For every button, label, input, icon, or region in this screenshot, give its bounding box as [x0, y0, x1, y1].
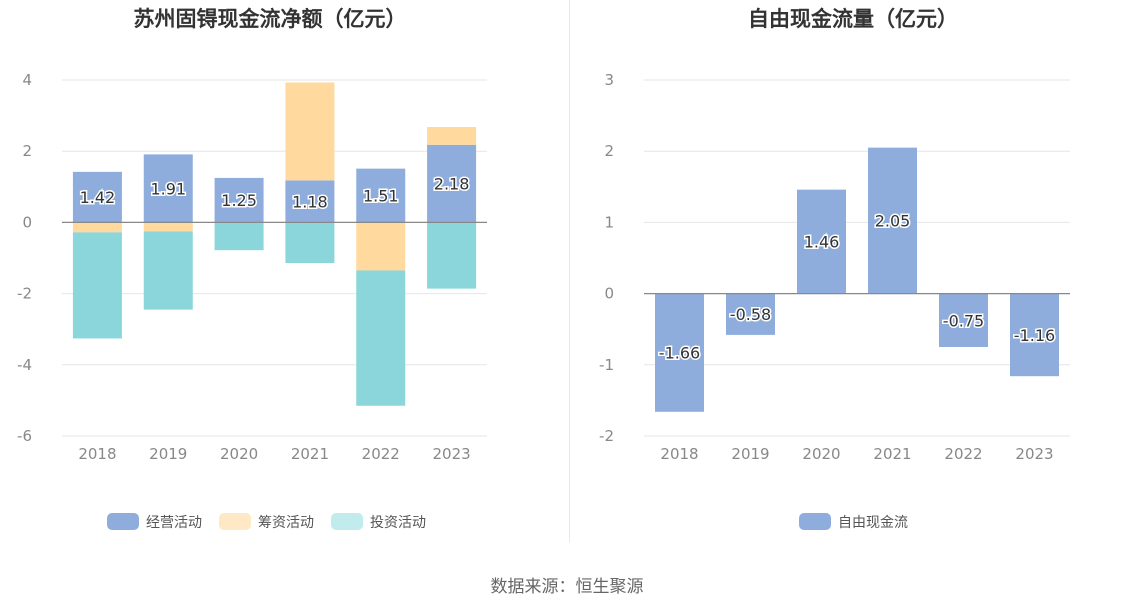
bar [868, 147, 917, 294]
x-tick-label: 2021 [873, 445, 911, 463]
legend-swatch [331, 513, 363, 530]
x-tick-label: 2019 [149, 445, 187, 463]
left-chart-title: 苏州固锝现金流净额（亿元） [134, 7, 407, 31]
y-tick-label: 1 [604, 213, 614, 231]
bar [143, 231, 193, 310]
x-tick-label: 2020 [802, 445, 840, 463]
left-legend: 经营活动 筹资活动 投资活动 [107, 513, 426, 531]
bar [72, 222, 122, 233]
y-tick-label: -1 [599, 356, 614, 374]
bar [655, 293, 704, 412]
y-tick-label: 3 [604, 71, 614, 89]
data-label: 1.18 [292, 192, 328, 211]
data-label: -0.75 [943, 311, 984, 330]
data-label: 1.25 [221, 191, 257, 210]
bar [143, 154, 193, 223]
data-label: 1.42 [80, 188, 116, 207]
y-tick-label: 4 [22, 71, 32, 89]
data-label: 1.46 [804, 233, 840, 252]
data-label: -1.16 [1014, 326, 1055, 345]
y-tick-label: -6 [17, 427, 32, 445]
bar [214, 222, 264, 251]
data-label: 2.18 [434, 175, 470, 194]
right-chart: 3 2 1 0 -1 -2 2018 2019 2020 2021 2022 2023 -1.66 -0.… [599, 71, 1070, 463]
bar [427, 126, 477, 145]
y-tick-label: 0 [22, 213, 32, 231]
panel-divider [569, 0, 570, 542]
y-tick-label: -4 [17, 356, 32, 374]
data-source-note: 数据来源：恒生聚源 [490, 577, 644, 597]
y-tick-label: 2 [604, 142, 614, 160]
legend-swatch [107, 513, 139, 530]
legend-label: 经营活动 [146, 515, 202, 531]
bar [427, 144, 477, 223]
y-tick-label: -2 [599, 427, 614, 445]
x-tick-label: 2018 [78, 445, 116, 463]
x-tick-label: 2020 [220, 445, 258, 463]
legend-label: 自由现金流 [838, 515, 908, 531]
data-label: -0.58 [730, 305, 771, 324]
legend-swatch [219, 513, 251, 530]
legend-label: 投资活动 [370, 515, 426, 531]
x-tick-label: 2023 [1015, 445, 1053, 463]
bar [285, 180, 335, 223]
bar [726, 293, 775, 335]
bar [356, 222, 406, 271]
legend-swatch [799, 513, 831, 530]
x-tick-label: 2022 [362, 445, 400, 463]
bar [356, 270, 406, 406]
bar [797, 189, 846, 294]
y-tick-label: -2 [17, 285, 32, 303]
data-label: 2.05 [875, 212, 911, 231]
data-label: 1.91 [150, 179, 186, 198]
bar [72, 171, 122, 223]
x-tick-label: 2019 [731, 445, 769, 463]
bar [214, 177, 264, 223]
bar [285, 82, 335, 181]
bar [427, 222, 477, 289]
bar [939, 293, 988, 347]
x-tick-label: 2022 [944, 445, 982, 463]
right-legend: 自由现金流 [799, 513, 908, 531]
right-chart-title: 自由现金流量（亿元） [748, 7, 958, 31]
x-tick-label: 2021 [291, 445, 329, 463]
bar [285, 222, 335, 263]
bar [72, 232, 122, 339]
bar [143, 222, 193, 232]
x-tick-label: 2018 [660, 445, 698, 463]
bar [1010, 293, 1059, 377]
data-label: -1.66 [659, 344, 700, 363]
y-tick-label: 0 [604, 285, 614, 303]
x-tick-label: 2023 [432, 445, 470, 463]
data-label: 1.51 [363, 187, 399, 206]
legend-label: 筹资活动 [258, 514, 314, 531]
bar [356, 168, 406, 223]
y-tick-label: 2 [22, 142, 32, 160]
left-chart: 4 2 0 -2 -4 -6 2018 2019 2020 2021 2022 2023 1.42 1.9… [17, 71, 487, 463]
